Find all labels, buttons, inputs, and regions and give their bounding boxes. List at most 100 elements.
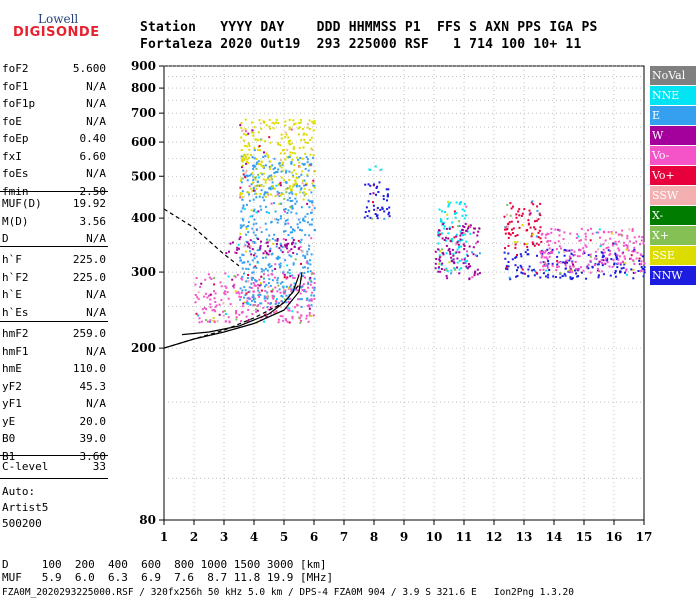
data-point bbox=[302, 266, 305, 269]
data-point bbox=[240, 126, 243, 129]
data-point bbox=[564, 267, 567, 270]
data-point bbox=[268, 165, 271, 168]
param-value: 110.0 bbox=[72, 362, 106, 375]
data-point bbox=[288, 269, 291, 271]
data-point bbox=[546, 248, 549, 251]
data-point bbox=[539, 261, 542, 264]
data-point bbox=[364, 211, 367, 213]
data-point bbox=[313, 286, 316, 289]
data-point bbox=[284, 318, 287, 321]
data-point bbox=[452, 258, 455, 261]
data-point bbox=[293, 276, 296, 279]
data-point bbox=[235, 292, 238, 295]
data-point bbox=[289, 154, 292, 157]
data-point bbox=[313, 185, 316, 188]
data-point bbox=[248, 290, 251, 293]
data-point bbox=[575, 272, 578, 275]
data-point bbox=[275, 218, 278, 221]
data-point bbox=[281, 149, 284, 152]
param-row: yF1 N/A bbox=[2, 395, 106, 412]
data-point bbox=[252, 294, 255, 297]
data-point bbox=[301, 127, 304, 130]
data-point bbox=[238, 313, 241, 316]
data-point bbox=[438, 263, 441, 265]
data-point bbox=[200, 320, 203, 323]
data-point bbox=[449, 250, 451, 253]
data-point bbox=[519, 253, 522, 256]
data-point bbox=[539, 276, 542, 279]
data-point bbox=[287, 300, 290, 303]
data-point bbox=[288, 272, 291, 275]
data-point bbox=[266, 245, 269, 248]
data-point bbox=[286, 276, 289, 279]
data-point bbox=[262, 252, 265, 255]
data-point bbox=[266, 294, 269, 297]
data-point bbox=[293, 229, 296, 232]
data-point bbox=[209, 320, 211, 323]
data-point bbox=[626, 234, 629, 237]
data-point bbox=[386, 193, 389, 196]
data-point bbox=[259, 205, 262, 208]
data-point bbox=[258, 145, 261, 147]
data-point bbox=[274, 268, 277, 270]
data-point bbox=[509, 202, 512, 205]
data-point bbox=[239, 232, 242, 235]
data-point bbox=[535, 219, 538, 222]
data-point bbox=[310, 294, 313, 297]
data-point bbox=[609, 250, 611, 253]
data-point bbox=[292, 119, 295, 122]
data-point bbox=[248, 185, 251, 188]
data-point bbox=[264, 312, 267, 314]
data-point bbox=[447, 249, 450, 252]
data-point bbox=[540, 256, 543, 259]
data-point bbox=[643, 271, 646, 274]
data-point bbox=[265, 253, 268, 256]
data-point bbox=[460, 267, 463, 270]
data-point bbox=[445, 244, 448, 247]
data-point bbox=[298, 166, 301, 168]
data-point bbox=[294, 182, 297, 185]
legend-item: X+ bbox=[650, 226, 696, 245]
data-point bbox=[515, 216, 518, 219]
data-point bbox=[253, 149, 256, 152]
data-point bbox=[286, 264, 289, 267]
data-point bbox=[239, 226, 242, 229]
data-point bbox=[239, 124, 242, 127]
data-point bbox=[291, 151, 294, 154]
data-point bbox=[313, 186, 316, 189]
data-point bbox=[464, 222, 467, 225]
data-point bbox=[280, 294, 283, 297]
data-point bbox=[299, 221, 302, 224]
auto-code: 500200 bbox=[2, 517, 42, 530]
data-point bbox=[571, 261, 574, 264]
data-point bbox=[250, 276, 253, 279]
data-point bbox=[304, 167, 307, 170]
param-value: 45.3 bbox=[79, 379, 107, 393]
data-point bbox=[295, 212, 298, 215]
data-point bbox=[299, 188, 302, 191]
data-point bbox=[287, 209, 290, 212]
data-point bbox=[631, 229, 634, 232]
data-point bbox=[299, 317, 302, 320]
data-point bbox=[312, 129, 315, 132]
legend-item: SSE bbox=[650, 246, 696, 265]
data-point bbox=[279, 164, 282, 167]
data-point bbox=[572, 265, 575, 268]
data-point bbox=[450, 240, 453, 243]
data-point bbox=[252, 295, 255, 298]
data-point bbox=[528, 265, 531, 268]
data-point bbox=[643, 262, 646, 265]
data-point bbox=[245, 225, 248, 228]
data-point bbox=[276, 290, 279, 293]
data-point bbox=[260, 184, 262, 187]
data-point bbox=[564, 264, 567, 267]
data-point bbox=[283, 208, 285, 211]
data-point bbox=[466, 259, 469, 262]
data-point bbox=[541, 254, 544, 257]
data-point bbox=[247, 280, 250, 283]
data-point bbox=[572, 263, 574, 266]
y-tick-label: 700 bbox=[131, 106, 156, 120]
data-point bbox=[250, 131, 253, 134]
data-point bbox=[239, 259, 242, 262]
data-point bbox=[256, 283, 259, 286]
